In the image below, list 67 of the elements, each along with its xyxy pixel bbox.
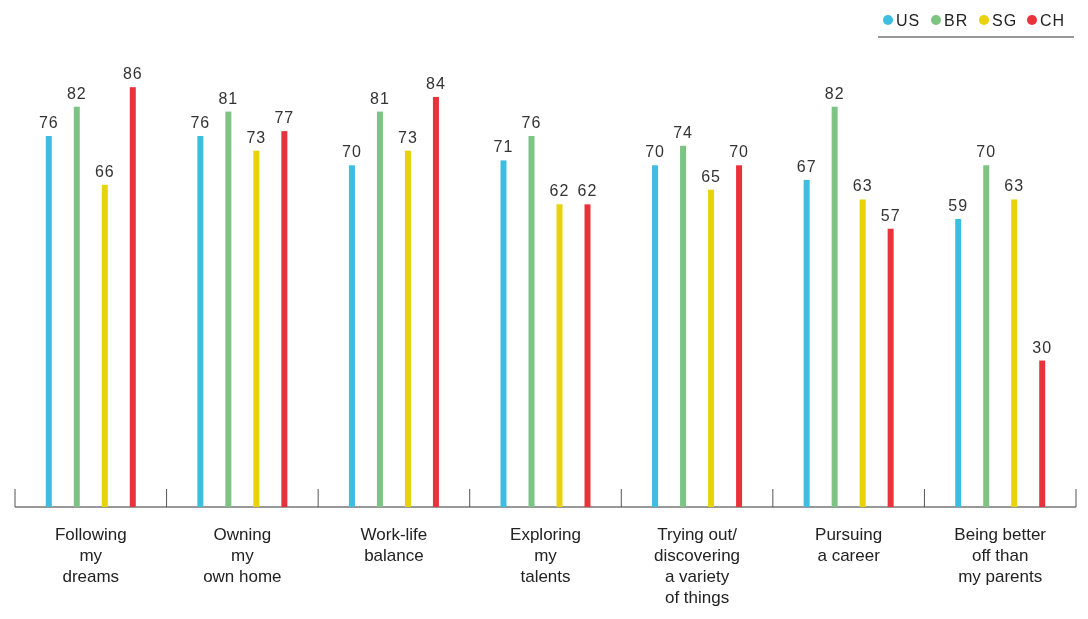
data-label: 84 bbox=[426, 74, 446, 92]
bar bbox=[348, 165, 355, 507]
data-label: 71 bbox=[493, 138, 514, 156]
bar bbox=[1039, 360, 1046, 507]
x-tick-label: Owning my own home bbox=[203, 525, 282, 586]
bar bbox=[197, 135, 204, 507]
data-label: 63 bbox=[1004, 177, 1025, 195]
data-label: 77 bbox=[274, 109, 295, 127]
data-label: 62 bbox=[549, 182, 570, 200]
bar bbox=[887, 228, 894, 507]
legend-label: CH bbox=[1040, 12, 1066, 29]
bar bbox=[556, 204, 563, 507]
bar bbox=[129, 87, 136, 507]
data-label: 81 bbox=[218, 89, 239, 107]
legend-label: BR bbox=[944, 12, 969, 29]
bar bbox=[225, 111, 232, 507]
data-label: 66 bbox=[94, 162, 115, 180]
data-label: 82 bbox=[66, 84, 87, 102]
data-label: 67 bbox=[796, 157, 817, 175]
x-tick-label: Trying out/ discovering a variety of things bbox=[654, 525, 741, 607]
data-label: 63 bbox=[852, 177, 873, 195]
bar bbox=[253, 150, 260, 507]
data-label: 62 bbox=[577, 182, 598, 200]
data-label: 70 bbox=[976, 143, 997, 161]
data-label: 76 bbox=[38, 113, 59, 131]
bar bbox=[955, 218, 962, 507]
bar bbox=[708, 189, 715, 507]
data-label: 73 bbox=[246, 128, 267, 146]
bar bbox=[803, 179, 810, 507]
bar bbox=[500, 160, 507, 507]
bar bbox=[859, 199, 866, 507]
data-label: 70 bbox=[645, 143, 665, 161]
bar bbox=[584, 204, 591, 507]
bar bbox=[101, 184, 108, 507]
bar bbox=[831, 106, 838, 507]
bar bbox=[45, 135, 52, 507]
bar bbox=[1011, 199, 1018, 507]
bar bbox=[983, 165, 990, 507]
x-tick-label: Being better off than my parents bbox=[954, 525, 1047, 586]
bar bbox=[652, 165, 659, 507]
x-tick-label: Exploring my talents bbox=[510, 525, 581, 586]
data-label: 70 bbox=[342, 143, 362, 161]
data-label: 59 bbox=[948, 196, 969, 214]
bar bbox=[528, 135, 535, 507]
data-label: 73 bbox=[398, 128, 418, 146]
legend-label: SG bbox=[992, 12, 1018, 29]
data-label: 65 bbox=[701, 167, 721, 185]
bar bbox=[281, 131, 288, 507]
bar bbox=[736, 165, 743, 507]
bar bbox=[432, 96, 439, 507]
x-tick-label: Pursuing a career bbox=[815, 525, 883, 565]
data-label: 74 bbox=[673, 123, 693, 141]
data-label: 76 bbox=[521, 113, 542, 131]
bar bbox=[680, 145, 687, 507]
bar bbox=[404, 150, 411, 507]
legend-label: US bbox=[896, 12, 921, 29]
data-label: 86 bbox=[122, 65, 143, 83]
bar bbox=[73, 106, 80, 507]
data-label: 57 bbox=[880, 206, 901, 224]
data-label: 30 bbox=[1032, 338, 1053, 356]
data-label: 76 bbox=[190, 113, 211, 131]
data-label: 81 bbox=[370, 89, 390, 107]
data-label: 82 bbox=[824, 84, 845, 102]
x-tick-label: Following my dreams bbox=[54, 525, 127, 586]
bar bbox=[376, 111, 383, 507]
x-tick-label: Work-life balance bbox=[360, 525, 428, 565]
data-label: 70 bbox=[729, 143, 749, 161]
